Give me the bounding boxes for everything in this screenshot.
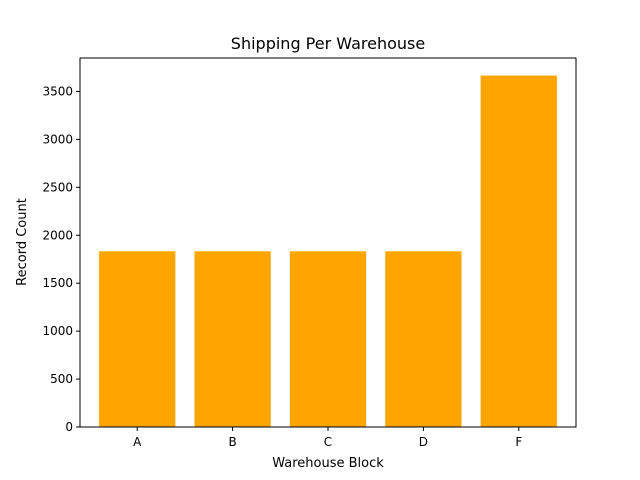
x-axis-label: Warehouse Block (272, 456, 384, 471)
bar-D (385, 251, 462, 427)
x-tick-label: F (515, 435, 522, 449)
y-tick-label: 2000 (42, 228, 73, 242)
bar-A (99, 251, 176, 427)
bar-C (289, 251, 367, 427)
x-tick-label: C (324, 435, 332, 449)
y-tick-label: 1500 (42, 276, 73, 290)
x-tick-label: D (419, 435, 428, 449)
x-tick-label: A (133, 435, 142, 449)
bar-F (480, 75, 557, 427)
y-axis-ticks: 0 500 1000 1500 2000 2500 3000 3500 (42, 84, 80, 434)
y-tick-label: 3500 (42, 84, 73, 98)
y-tick-label: 0 (65, 420, 73, 434)
y-tick-label: 1000 (42, 324, 73, 338)
chart-title: Shipping Per Warehouse (231, 34, 425, 53)
y-tick-label: 500 (50, 372, 73, 386)
y-axis-label: Record Count (15, 198, 30, 286)
bar-B (194, 251, 271, 427)
x-tick-label: B (228, 435, 236, 449)
y-tick-label: 2500 (42, 180, 73, 194)
y-tick-label: 3000 (42, 132, 73, 146)
bars-group (99, 75, 557, 427)
